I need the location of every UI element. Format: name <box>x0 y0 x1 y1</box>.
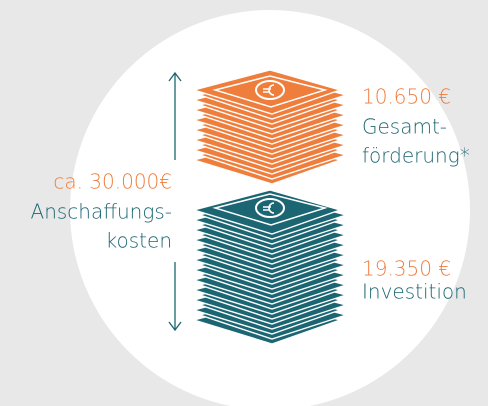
total-amount: ca. 30.000€ <box>53 170 172 194</box>
arrow-head-bottom <box>168 321 182 332</box>
funding-label: förderung* <box>362 144 470 168</box>
euro-coin-icon <box>255 198 285 218</box>
total-label: Anschaffungs- <box>31 200 172 224</box>
investment-label: Investition <box>362 280 467 304</box>
arrow-head-top <box>168 71 182 82</box>
euro-coin-icon <box>255 80 285 100</box>
funding-label: Gesamt- <box>362 115 447 139</box>
total-label: kosten <box>106 229 172 253</box>
banknote-inner <box>212 193 328 226</box>
money-stacks <box>191 69 349 345</box>
funding-amount: 10.650 € <box>362 85 451 109</box>
euro-sign-icon <box>263 202 275 214</box>
banknote-inner <box>212 75 328 108</box>
investment-amount: 19.350 € <box>362 257 451 281</box>
height-arrow <box>168 71 182 332</box>
euro-sign-icon <box>263 84 275 96</box>
